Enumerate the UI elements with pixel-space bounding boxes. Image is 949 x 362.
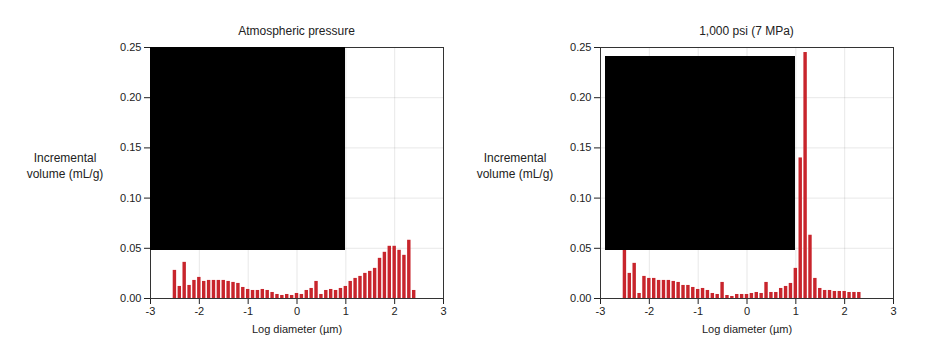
html-text:Incremental volume (mL/g): Incremental volume (mL/g)	[26, 151, 104, 181]
svg-text:0.10: 0.10	[570, 192, 591, 204]
svg-text:Log diameter (µm): Log diameter (µm)	[252, 323, 342, 335]
svg-text:0.25: 0.25	[570, 41, 591, 53]
html-text:Incremental volume (mL/g): Incremental volume (mL/g)	[476, 151, 554, 181]
svg-text:2: 2	[392, 305, 398, 317]
svg-text:-1: -1	[693, 305, 703, 317]
svg-text:-1: -1	[243, 305, 253, 317]
html-text:1,000 psi (7 MPa): 1,000 psi (7 MPa)	[699, 24, 794, 38]
html-text:Atmospheric pressure: Atmospheric pressure	[238, 24, 355, 38]
svg-text:2: 2	[842, 305, 848, 317]
svg-text:Log diameter (µm): Log diameter (µm)	[702, 323, 792, 335]
svg-text:-2: -2	[644, 305, 654, 317]
svg-text:3: 3	[440, 305, 446, 317]
svg-text:0.20: 0.20	[570, 91, 591, 103]
svg-text:0.05: 0.05	[570, 242, 591, 254]
svg-text:3: 3	[890, 305, 896, 317]
svg-text:-2: -2	[194, 305, 204, 317]
svg-text:0.25: 0.25	[120, 41, 141, 53]
svg-text:1: 1	[793, 305, 799, 317]
svg-text:0.15: 0.15	[570, 141, 591, 153]
svg-text:-3: -3	[596, 305, 606, 317]
svg-text:0.05: 0.05	[120, 242, 141, 254]
svg-text:0: 0	[744, 305, 750, 317]
svg-text:0.20: 0.20	[120, 91, 141, 103]
svg-text:0.00: 0.00	[120, 292, 141, 304]
svg-text:0.15: 0.15	[120, 141, 141, 153]
svg-text:0.00: 0.00	[570, 292, 591, 304]
svg-text:0.10: 0.10	[120, 192, 141, 204]
svg-text:0: 0	[294, 305, 300, 317]
svg-text:1: 1	[343, 305, 349, 317]
svg-text:-3: -3	[146, 305, 156, 317]
